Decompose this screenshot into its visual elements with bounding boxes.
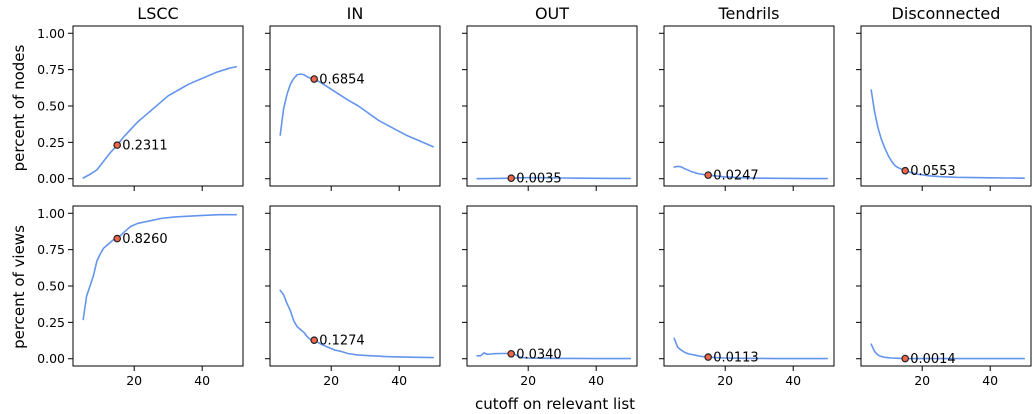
y-tick-label: 0.25 bbox=[37, 135, 65, 150]
data-label: 0.1274 bbox=[319, 334, 365, 349]
x-tick-label: 40 bbox=[194, 373, 210, 388]
x-tick-label: 20 bbox=[914, 373, 930, 388]
panels-group: 0.000.250.500.751.000.2311LSCC0.6854IN0.… bbox=[37, 4, 1032, 388]
data-label: 0.0340 bbox=[516, 347, 562, 362]
series-line bbox=[476, 176, 632, 180]
axes-frame bbox=[269, 25, 441, 187]
y-tick-label: 0.00 bbox=[37, 351, 65, 366]
series-line bbox=[82, 65, 237, 179]
series-line bbox=[279, 73, 435, 148]
data-label: 0.0035 bbox=[516, 172, 562, 187]
axes-frame bbox=[466, 25, 638, 187]
chart-panel-3: 0.0035 OUT bbox=[462, 4, 638, 191]
highlight-marker bbox=[704, 353, 713, 361]
data-label: 0.0553 bbox=[910, 164, 956, 179]
data-label: 0.6854 bbox=[319, 73, 365, 88]
chart-panel-5: 0.0553 Disconnected bbox=[856, 4, 1032, 191]
axes-frame bbox=[269, 205, 441, 367]
panel-title: Tendrils bbox=[718, 4, 780, 23]
chart-panel-4: 0.0247 Tendrils bbox=[659, 4, 835, 191]
chart-panel-2: 0.6854 IN bbox=[265, 4, 441, 191]
y-tick-label: 0.25 bbox=[37, 315, 65, 330]
axes-frame bbox=[860, 25, 1032, 187]
chart-panel-10: 20 40 0.0014 bbox=[856, 205, 1032, 388]
x-tick-label: 40 bbox=[391, 373, 407, 388]
chart-panel-8: 20 40 0.0340 bbox=[462, 205, 638, 388]
series-line bbox=[279, 289, 435, 359]
data-label: 0.0014 bbox=[910, 352, 956, 367]
y-tick-label: 0.75 bbox=[37, 242, 65, 257]
chart-panel-7: 20 40 0.1274 bbox=[265, 205, 441, 388]
axes-frame bbox=[860, 205, 1032, 367]
data-label: 0.0113 bbox=[713, 351, 759, 366]
chart-panel-1: 0.00 0.25 0.50 0.75 1.00 0.2311 LSCC bbox=[37, 4, 244, 191]
series-line bbox=[82, 213, 237, 321]
x-tick-label: 20 bbox=[126, 373, 142, 388]
y-tick-label: 1.00 bbox=[37, 26, 65, 41]
x-tick-label: 20 bbox=[520, 373, 536, 388]
highlight-marker bbox=[310, 336, 319, 344]
x-tick-label: 40 bbox=[785, 373, 801, 388]
data-label: 0.8260 bbox=[122, 232, 168, 247]
panel-title: OUT bbox=[535, 4, 569, 23]
axes-frame bbox=[72, 205, 244, 367]
axes-frame bbox=[466, 205, 638, 367]
x-tick-label: 40 bbox=[982, 373, 998, 388]
chart-panel-9: 20 40 0.0113 bbox=[659, 205, 835, 388]
x-tick-label: 40 bbox=[588, 373, 604, 388]
highlight-marker bbox=[507, 174, 516, 183]
highlight-marker bbox=[310, 75, 319, 83]
highlight-marker bbox=[113, 234, 122, 243]
highlight-marker bbox=[901, 354, 910, 363]
data-label: 0.2311 bbox=[122, 139, 168, 154]
data-label: 0.0247 bbox=[713, 169, 759, 184]
x-axis-label: cutoff on relevant list bbox=[475, 395, 635, 413]
axes-frame bbox=[663, 25, 835, 187]
panel-title: LSCC bbox=[137, 4, 178, 23]
y-tick-label: 0.00 bbox=[37, 171, 65, 186]
panel-title: IN bbox=[347, 4, 364, 23]
y-tick-label: 0.50 bbox=[37, 279, 65, 294]
x-tick-label: 20 bbox=[717, 373, 733, 388]
chart-panel-6: 0.00 0.25 0.50 0.75 1.00 20 40 0.8260 bbox=[37, 205, 244, 388]
axes-frame bbox=[72, 25, 244, 187]
row-label-views: percent of views bbox=[10, 225, 28, 349]
axes-frame bbox=[663, 205, 835, 367]
y-tick-label: 0.50 bbox=[37, 99, 65, 114]
y-tick-label: 1.00 bbox=[37, 206, 65, 221]
y-tick-label: 0.75 bbox=[37, 62, 65, 77]
highlight-marker bbox=[704, 171, 713, 179]
highlight-marker bbox=[901, 166, 910, 175]
x-tick-label: 20 bbox=[323, 373, 339, 388]
highlight-marker bbox=[507, 349, 516, 358]
highlight-marker bbox=[113, 141, 122, 149]
panel-title: Disconnected bbox=[892, 4, 1001, 23]
row-label-nodes: percent of nodes bbox=[10, 44, 28, 171]
